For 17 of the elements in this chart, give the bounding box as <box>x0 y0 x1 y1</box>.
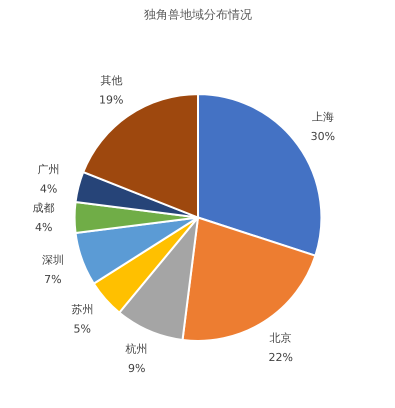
slice-label: 深圳 <box>42 253 64 266</box>
data-label: 22% <box>268 350 293 364</box>
slice-label: 其他 <box>100 74 122 87</box>
data-label: 19% <box>99 93 124 106</box>
data-label: 5% <box>74 322 91 336</box>
slice-label: 北京 <box>270 331 292 344</box>
data-label: 7% <box>44 272 62 286</box>
data-label: 4% <box>34 220 52 234</box>
data-label: 9% <box>128 362 146 376</box>
slice-label: 广州 <box>38 162 60 176</box>
slice-label: 苏州 <box>71 303 94 316</box>
data-label: 30% <box>310 130 336 144</box>
data-label: 4% <box>40 182 58 196</box>
slice-label: 上海 <box>312 110 334 124</box>
chart-title: 独角兽地域分布情况 <box>144 8 252 22</box>
slice-label: 杭州 <box>124 342 148 356</box>
slice-label: 成都 <box>32 201 55 214</box>
